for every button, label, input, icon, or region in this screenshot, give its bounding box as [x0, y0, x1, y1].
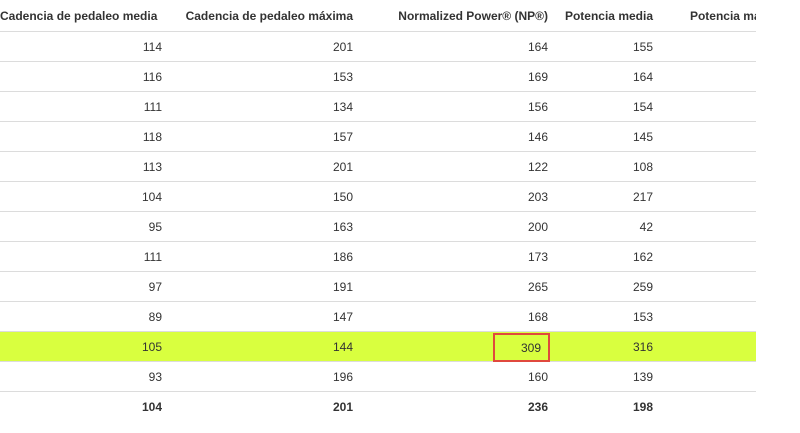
table-row[interactable]: 114201164155498 [0, 31, 756, 62]
cell-normalized-power: 146 [355, 121, 550, 152]
cell-max-cadence: 201 [165, 31, 355, 62]
cell-normalized-power: 309 [355, 331, 550, 362]
highlight-annotation-box: 309 [493, 333, 550, 362]
cell-max-cadence: 201 [165, 151, 355, 182]
table-row[interactable]: 97191265259561 [0, 271, 756, 302]
table-row[interactable]: 93196160139464 [0, 361, 756, 392]
cell-max-power: 254 [655, 121, 756, 152]
cell-normalized-power: 168 [355, 301, 550, 332]
table-row[interactable]: 111186173162427 [0, 241, 756, 272]
column-header-avg-cadence[interactable]: Cadencia de pedaleo media [0, 0, 165, 32]
table-header: Cadencia de pedaleo media Cadencia de pe… [0, 0, 756, 32]
cell-normalized-power: 169 [355, 61, 550, 92]
total-max-cadence: 201 [332, 400, 353, 414]
cell-max-power: 163 [655, 151, 756, 182]
table-viewport[interactable]: Cadencia de pedaleo media Cadencia de pe… [0, 0, 756, 433]
cell-avg-power: 108 [550, 151, 655, 182]
column-header-normalized-power[interactable]: Normalized Power® (NP®) [355, 0, 550, 32]
cell-normalized-power: 173 [355, 241, 550, 272]
cell-normalized-power: 200 [355, 211, 550, 242]
cell-max-power: 237 [655, 91, 756, 122]
cell-avg-cadence: 111 [0, 241, 165, 272]
cell-max-power: 464 [655, 361, 756, 392]
cell-avg-cadence: 113 [0, 151, 165, 182]
cell-avg-cadence: 105 [0, 331, 165, 362]
cell-avg-cadence: 93 [0, 361, 165, 392]
total-avg-cadence: 104 [141, 400, 162, 414]
cell-avg-power: 259 [550, 271, 655, 302]
cell-max-cadence: 134 [165, 91, 355, 122]
column-header-max-power[interactable]: Potencia máxima [655, 0, 756, 32]
cell-avg-power: 42 [550, 211, 655, 242]
cell-max-cadence: 144 [165, 331, 355, 362]
cell-max-cadence: 153 [165, 61, 355, 92]
table-row[interactable]: 113201122108163 [0, 151, 756, 182]
cell-max-cadence: 147 [165, 301, 355, 332]
table-body: 1142011641554981161531691641991111341561… [0, 31, 756, 423]
cell-normalized-power: 203 [355, 181, 550, 212]
cell-normalized-power: 160 [355, 361, 550, 392]
total-avg-power: 198 [632, 400, 653, 414]
cell-max-cadence: 191 [165, 271, 355, 302]
cell-normalized-power: 122 [355, 151, 550, 182]
cell-max-cadence: 186 [165, 241, 355, 272]
header-row: Cadencia de pedaleo media Cadencia de pe… [0, 0, 756, 32]
cell-max-power: 427 [655, 241, 756, 272]
cell-max-cadence: 157 [165, 121, 355, 152]
table-row[interactable]: 111134156154237 [0, 91, 756, 122]
cell-avg-power: 164 [550, 61, 655, 92]
cell-avg-cadence: 111 [0, 91, 165, 122]
cell-avg-power: 316 [550, 331, 655, 362]
cell-max-cadence: 150 [165, 181, 355, 212]
cell-max-cadence: 163 [165, 211, 355, 242]
cell-normalized-power: 164 [355, 31, 550, 62]
cell-avg-cadence: 114 [0, 31, 165, 62]
cell-avg-power: 153 [550, 301, 655, 332]
cell-avg-cadence: 104 [0, 181, 165, 212]
cell-normalized-power: 265 [355, 271, 550, 302]
cell-avg-power: 155 [550, 31, 655, 62]
cell-max-cadence: 196 [165, 361, 355, 392]
cell-avg-power: 145 [550, 121, 655, 152]
total-normalized-power: 236 [527, 400, 548, 414]
cell-avg-power: 154 [550, 91, 655, 122]
total-max-power: 757 [655, 392, 756, 423]
cell-avg-cadence: 95 [0, 211, 165, 242]
cell-avg-power: 139 [550, 361, 655, 392]
cell-max-power: 279 [655, 211, 756, 242]
table-row[interactable]: 104150203217600 [0, 181, 756, 212]
cell-max-power: 325 [655, 301, 756, 332]
cell-avg-cadence: 116 [0, 61, 165, 92]
cell-avg-power: 162 [550, 241, 655, 272]
laps-table: Cadencia de pedaleo media Cadencia de pe… [0, 0, 756, 423]
totals-row: 104 201 236 198757 [0, 392, 756, 423]
column-header-max-cadence[interactable]: Cadencia de pedaleo máxima [165, 0, 355, 32]
table-row[interactable]: 9516320042279 [0, 211, 756, 242]
cell-avg-cadence: 97 [0, 271, 165, 302]
table-row[interactable]: 116153169164199 [0, 61, 756, 92]
cell-max-power: 199 [655, 61, 756, 92]
cell-avg-power: 217 [550, 181, 655, 212]
cell-max-power: 498 [655, 31, 756, 62]
cell-max-power: 600 [655, 181, 756, 212]
cell-normalized-power: 156 [355, 91, 550, 122]
cell-avg-cadence: 118 [0, 121, 165, 152]
table-row[interactable]: 89147168153325 [0, 301, 756, 332]
cell-max-power: 561 [655, 271, 756, 302]
column-header-avg-power[interactable]: Potencia media [550, 0, 655, 32]
cell-max-power: 757 [655, 331, 756, 362]
table-row[interactable]: 118157146145254 [0, 121, 756, 152]
cell-avg-cadence: 89 [0, 301, 165, 332]
